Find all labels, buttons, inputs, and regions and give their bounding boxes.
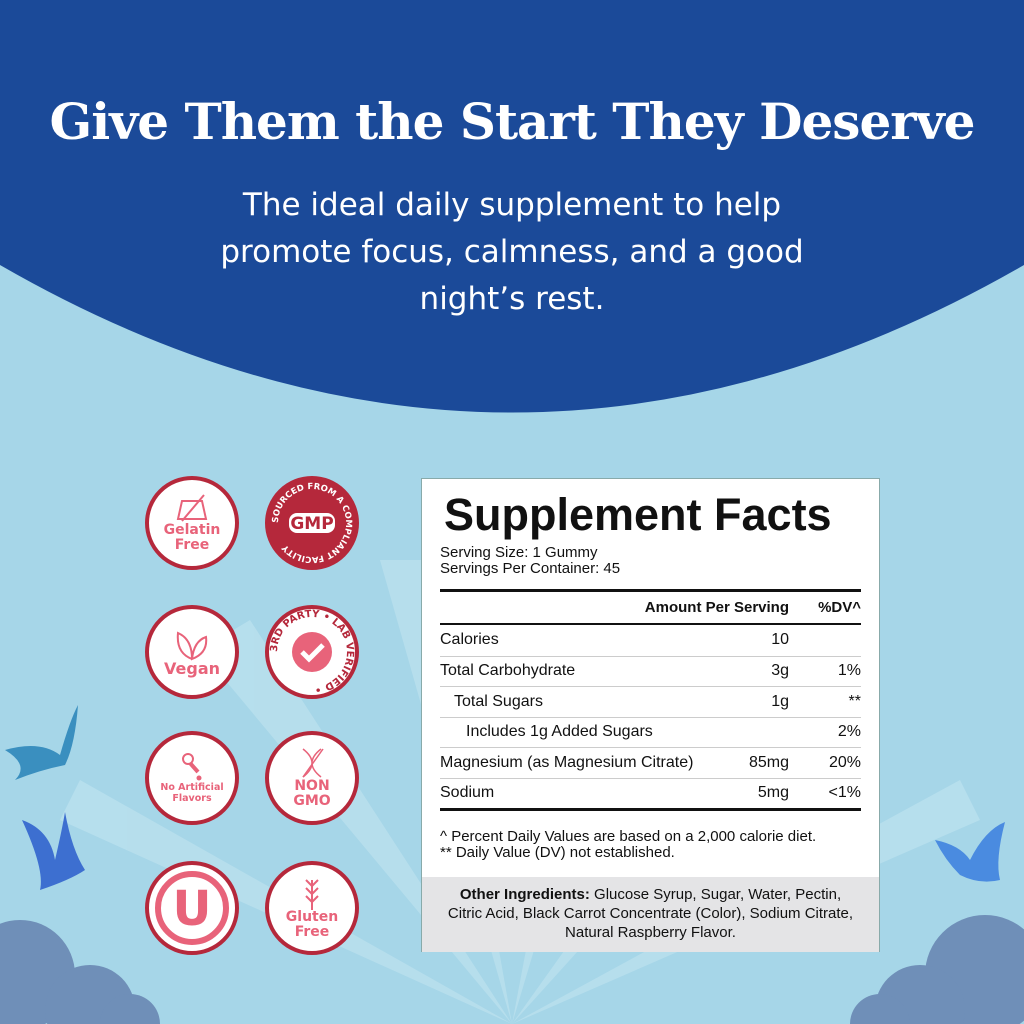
- servings-per-container: Servings Per Container: 45: [440, 560, 621, 577]
- clouds: [0, 915, 1024, 1024]
- gelatin-icon: [176, 494, 208, 522]
- badge-non-gmo: NON GMO: [265, 731, 359, 825]
- leaf-icon: [176, 631, 208, 660]
- bird-icon: [22, 812, 85, 890]
- footnotes: ^ Percent Daily Values are based on a 2,…: [440, 828, 817, 861]
- table-row: Includes 1g Added Sugars 2%: [440, 716, 861, 748]
- subheadline: The ideal daily supplement to help promo…: [220, 187, 804, 317]
- facts-table: Amount Per Serving %DV^ Calories 10 Total …: [440, 589, 861, 811]
- table-row: Magnesium (as Magnesium Citrate) 85mg 20%: [440, 747, 861, 778]
- facts-title: Supplement Facts: [444, 489, 832, 540]
- wheat-icon: [305, 879, 319, 910]
- serving-size: Serving Size: 1 Gummy: [440, 544, 598, 561]
- dna-icon: [302, 748, 324, 778]
- bird-icon: [5, 705, 78, 780]
- badge-3rd-party-lab-verified: 3RD PARTY • LAB VERIFIED •: [265, 605, 359, 699]
- serving-info: Serving Size: 1 Gummy Servings Per Conta…: [440, 545, 620, 577]
- badge-vegan: Vegan: [145, 605, 239, 699]
- supplement-facts-panel: Supplement Facts Serving Size: 1 Gummy S…: [421, 478, 880, 952]
- table-row: Calories 10: [440, 631, 789, 649]
- kosher-u-icon: U: [155, 871, 229, 945]
- badge-gelatin-free: Gelatin Free: [145, 476, 239, 570]
- headline: Give Them the Start They Deserve: [49, 92, 976, 151]
- table-row: Sodium 5mg <1%: [440, 777, 861, 809]
- facts-header-row: Amount Per Serving %DV^: [440, 592, 861, 625]
- badge-gmp: SOURCED FROM A COMPLIANT FACILITY GMP: [265, 476, 359, 570]
- badge-no-artificial-flavors: No Artificial Flavors: [145, 731, 239, 825]
- table-row: Total Carbohydrate 3g 1%: [440, 655, 861, 687]
- gmp-icon: SOURCED FROM A COMPLIANT FACILITY GMP: [271, 482, 353, 564]
- svg-text:GMP: GMP: [290, 514, 333, 534]
- dropper-icon: [182, 753, 202, 781]
- badge-kosher: U: [145, 861, 239, 955]
- table-row: Total Sugars 1g **: [440, 686, 861, 717]
- other-ingredients: Other Ingredients: Glucose Syrup, Sugar,…: [422, 877, 879, 952]
- check-icon: 3RD PARTY • LAB VERIFIED •: [269, 609, 355, 695]
- badge-gluten-free: Gluten Free: [265, 861, 359, 955]
- svg-text:U: U: [173, 881, 212, 937]
- navy-header-shape: [0, 0, 1024, 413]
- bird-icon: [935, 822, 1005, 882]
